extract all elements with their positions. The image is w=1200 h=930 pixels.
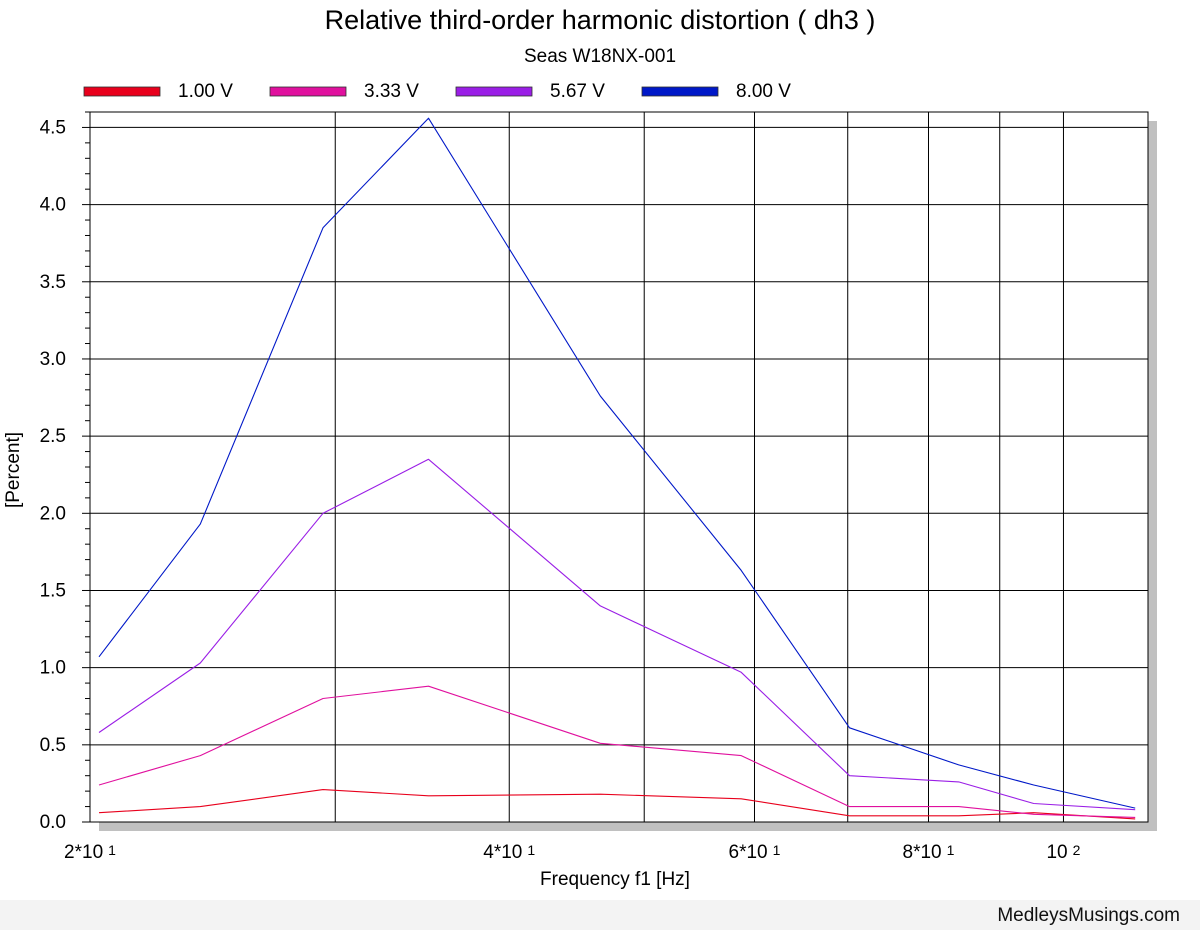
legend-label-1: 1.00 V	[178, 81, 233, 102]
footer-bar	[0, 900, 1200, 930]
legend-swatch-2	[269, 86, 347, 97]
chart-subtitle: Seas W18NX-001	[524, 46, 676, 67]
x-tick-label: 10 2	[1046, 842, 1080, 863]
y-tick-label: 2.0	[40, 503, 66, 524]
y-tick-label: 2.5	[40, 426, 66, 447]
y-tick-label: 3.0	[40, 349, 66, 370]
series-line-3	[98, 458, 1136, 811]
legend-swatch-3	[455, 86, 533, 97]
y-tick-label: 1.0	[40, 658, 66, 679]
legend-swatch-4	[641, 86, 719, 97]
series-line-1	[98, 789, 1136, 820]
x-tick-label: 2*10 1	[64, 842, 116, 863]
x-axis-label: Frequency f1 [Hz]	[540, 869, 690, 890]
y-tick-label: 4.0	[40, 195, 66, 216]
y-tick-label: 3.5	[40, 272, 66, 293]
y-tick-label: 1.5	[40, 580, 66, 601]
legend: 1.00 V 3.33 V 5.67 V 8.00 V	[83, 81, 791, 102]
x-tick-label: 8*10 1	[903, 842, 955, 863]
plot-area: 0.0 0.5 1.0 1.5 2.0 2.5 3.0 3.5 4.0 4.5 2*10 1 4*10 1…	[40, 111, 1157, 863]
legend-swatch-1	[83, 86, 161, 97]
x-tick-label: 6*10 1	[729, 842, 781, 863]
series-line-4	[98, 117, 1136, 809]
y-axis-label: [Percent]	[3, 432, 24, 508]
y-tick-label: 0.0	[40, 812, 66, 833]
y-tick-label: 0.5	[40, 735, 66, 756]
legend-label-2: 3.33 V	[364, 81, 419, 102]
series-line-2	[98, 685, 1136, 818]
y-tick-label: 4.5	[40, 117, 66, 138]
chart-title: Relative third-order harmonic distortion…	[325, 5, 876, 35]
legend-label-4: 8.00 V	[736, 81, 791, 102]
plot-frame	[89, 111, 1149, 823]
site-credit: MedleysMusings.com	[997, 905, 1180, 926]
legend-label-3: 5.67 V	[550, 81, 605, 102]
x-tick-label: 4*10 1	[483, 842, 535, 863]
